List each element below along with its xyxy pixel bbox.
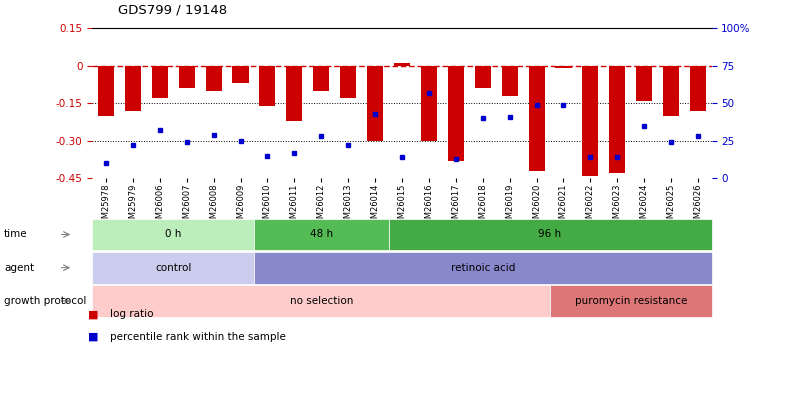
Bar [581, 66, 597, 176]
Bar [206, 66, 222, 91]
Text: 0 h: 0 h [165, 230, 181, 239]
Bar [393, 63, 410, 66]
Bar [447, 66, 463, 161]
Bar [366, 66, 383, 141]
Bar [152, 66, 168, 98]
Bar [232, 66, 248, 83]
Bar [420, 66, 437, 141]
Bar [340, 66, 356, 98]
Bar [609, 66, 625, 173]
Text: agent: agent [4, 263, 34, 273]
Bar [689, 66, 705, 111]
Bar [313, 66, 329, 91]
Text: retinoic acid: retinoic acid [450, 263, 514, 273]
Bar [286, 66, 302, 121]
Text: GDS799 / 19148: GDS799 / 19148 [118, 3, 227, 16]
Text: ■: ■ [88, 332, 99, 341]
Text: percentile rank within the sample: percentile rank within the sample [110, 332, 286, 341]
Text: 48 h: 48 h [309, 230, 332, 239]
Bar [178, 66, 194, 88]
Text: puromycin resistance: puromycin resistance [574, 296, 686, 306]
Bar [662, 66, 679, 116]
Text: 96 h: 96 h [538, 230, 561, 239]
Text: control: control [155, 263, 191, 273]
Text: log ratio: log ratio [110, 309, 153, 319]
Bar [124, 66, 141, 111]
Bar [259, 66, 275, 106]
Bar [635, 66, 651, 101]
Bar [555, 66, 571, 68]
Bar [98, 66, 114, 116]
Text: growth protocol: growth protocol [4, 296, 86, 306]
Bar [528, 66, 544, 171]
Text: time: time [4, 230, 27, 239]
Bar [474, 66, 490, 88]
Bar [501, 66, 517, 96]
Text: no selection: no selection [289, 296, 353, 306]
Text: ■: ■ [88, 309, 99, 319]
